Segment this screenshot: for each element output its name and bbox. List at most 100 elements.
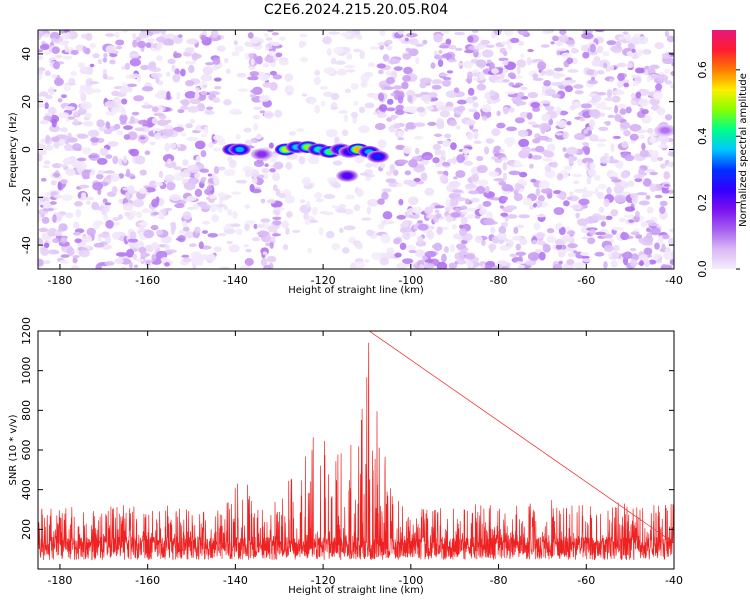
heatmap-cell (237, 88, 249, 93)
heatmap-cell (589, 162, 596, 170)
heatmap-cell (491, 128, 501, 137)
heatmap-cell (91, 88, 102, 94)
heatmap-cell (529, 204, 535, 210)
heatmap-cell (273, 207, 285, 211)
heatmap-cell (194, 226, 201, 234)
heatmap-cell (397, 30, 405, 35)
heatmap-cell (612, 89, 625, 96)
heatmap-cell (51, 37, 58, 43)
heatmap-cell (244, 220, 256, 225)
heatmap-cell (233, 40, 238, 46)
heatmap-cell (346, 69, 356, 73)
heatmap-cell (408, 38, 419, 46)
y-tick-label: 200 (20, 519, 33, 540)
heatmap-cell (379, 257, 389, 266)
heatmap-cell (113, 222, 121, 226)
heatmap-cell (309, 219, 319, 223)
heatmap-cell (653, 91, 663, 101)
heatmap-cell (628, 219, 635, 223)
heatmap-cell (424, 259, 434, 263)
heatmap-cell (192, 204, 200, 210)
heatmap-cell (633, 33, 641, 39)
heatmap-cell (606, 40, 617, 46)
heatmap-cell (631, 48, 636, 53)
heatmap-cell (104, 206, 110, 213)
heatmap-cell (519, 238, 528, 246)
heatmap-cell (102, 68, 107, 75)
heatmap-cell (268, 50, 276, 56)
heatmap-cell (430, 62, 436, 69)
heatmap-cell (579, 252, 590, 256)
heatmap-cell (128, 261, 134, 269)
heatmap-cell (524, 260, 537, 266)
heatmap-cell (147, 66, 158, 71)
heatmap-cell (278, 58, 289, 66)
heatmap-cell (359, 172, 370, 176)
heatmap-cell (150, 224, 159, 231)
heatmap-cell (322, 91, 333, 98)
snr-panel: -180 -160 -140 -120 -100 -80 -60 -40 200 400 600 8… (8, 317, 683, 596)
heatmap-cell (51, 46, 60, 55)
heatmap-cell (511, 96, 523, 103)
heatmap-cell (71, 265, 80, 269)
heatmap-cell (471, 30, 479, 34)
heatmap-cell (657, 156, 664, 162)
heatmap-cell (620, 170, 629, 179)
heatmap-cell (397, 137, 405, 141)
heatmap-cell (502, 79, 510, 83)
heatmap-cell (496, 110, 501, 117)
heatmap-cell (236, 72, 247, 78)
heatmap-cell (124, 62, 131, 71)
heatmap-cell (412, 206, 423, 215)
heatmap-cell (201, 133, 207, 138)
heatmap-cell (284, 85, 295, 94)
heatmap-cell (463, 160, 473, 166)
heatmap-cell (185, 123, 193, 129)
heatmap-cell (182, 226, 190, 232)
heatmap-cell (493, 30, 502, 36)
heatmap-cell (244, 204, 251, 209)
heatmap-cell (43, 33, 51, 38)
heatmap-cell (436, 261, 448, 269)
heatmap-cell (331, 243, 340, 251)
heatmap-cell (77, 107, 87, 115)
heatmap-cell (466, 207, 476, 212)
heatmap-cell (111, 49, 118, 54)
heatmap-cell (172, 126, 185, 132)
heatmap-cell (314, 69, 321, 76)
heatmap-cell (481, 115, 488, 121)
heatmap-cell (272, 216, 282, 221)
heatmap-cell (499, 73, 505, 80)
heatmap-cell (244, 169, 252, 178)
heatmap-cell (555, 244, 563, 250)
heatmap-cell (52, 238, 60, 244)
heatmap-cell (99, 147, 109, 157)
heatmap-cell (396, 214, 407, 220)
heatmap-cell (638, 134, 646, 139)
heatmap-cell (160, 256, 169, 263)
heatmap-cell (535, 240, 546, 245)
heatmap-cell (385, 170, 393, 176)
heatmap-cell (517, 91, 525, 98)
heatmap-cell (637, 36, 649, 45)
heatmap-cell (78, 247, 88, 251)
x-tick-label: -40 (665, 274, 683, 287)
heatmap-cell (54, 77, 64, 87)
heatmap-cell (460, 216, 468, 225)
heatmap-cell (451, 156, 457, 165)
heatmap-cell (472, 102, 479, 108)
heatmap-cell (535, 200, 543, 208)
heatmap-cell (504, 137, 516, 146)
heatmap-cell (611, 178, 622, 183)
heatmap-cell (434, 149, 444, 156)
heatmap-cell (156, 42, 163, 50)
heatmap-cell (178, 229, 185, 235)
heatmap-cell (610, 171, 618, 178)
heatmap-cell (369, 46, 381, 50)
heatmap-cell (243, 243, 250, 248)
heatmap-cell (38, 213, 42, 223)
heatmap-cell (441, 80, 452, 87)
heatmap-cell (57, 181, 62, 190)
heatmap-cell (195, 155, 201, 163)
heatmap-cell (501, 196, 509, 201)
